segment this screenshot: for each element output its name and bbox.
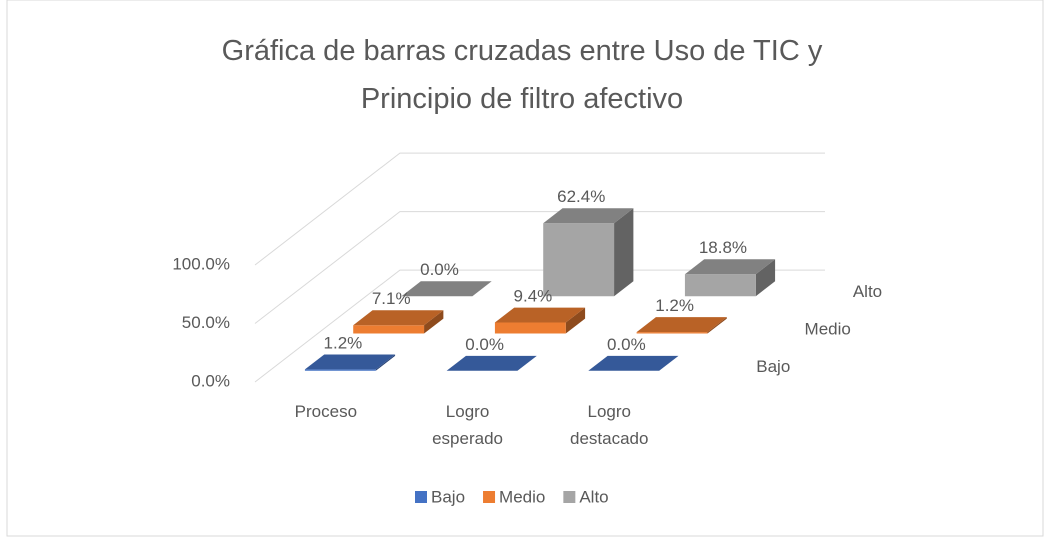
bar	[588, 355, 679, 371]
data-label: 18.8%	[699, 238, 747, 257]
legend-label: Medio	[499, 487, 545, 506]
legend-swatch	[563, 491, 576, 503]
data-label: 62.4%	[557, 187, 605, 206]
bar-front	[684, 274, 756, 297]
bar-top	[684, 259, 776, 275]
bar-top	[304, 354, 396, 370]
grid-line	[254, 152, 825, 266]
legend-label: Alto	[579, 487, 608, 506]
bar	[543, 208, 634, 297]
y-tick-label: 0.0%	[191, 371, 230, 390]
bar	[353, 310, 444, 334]
bar-top	[636, 317, 727, 333]
bar-front	[353, 325, 425, 334]
bar-top	[543, 208, 634, 224]
chart-title: Gráfica de barras cruzadas entre Uso de …	[222, 35, 823, 115]
x-tick-label: Logro destacado	[570, 402, 648, 448]
bar-top	[446, 355, 537, 371]
bar-top	[494, 307, 586, 323]
bar-side	[755, 259, 776, 297]
bar-top	[353, 310, 444, 326]
data-label: 1.2%	[324, 333, 363, 352]
depth-label: Medio	[805, 320, 851, 339]
depth-label: Alto	[853, 282, 882, 301]
x-tick-label: Proceso	[295, 402, 357, 421]
bar-side	[375, 354, 396, 371]
bar-side	[614, 208, 634, 297]
bar-side	[707, 317, 727, 334]
legend-swatch	[415, 491, 427, 503]
data-label: 0.0%	[465, 335, 504, 354]
bar-side	[424, 310, 444, 334]
grid-line	[254, 269, 825, 383]
bar	[304, 354, 396, 371]
bar-front	[543, 223, 615, 297]
bar-top	[588, 355, 679, 371]
x-tick-label: Logro esperado	[432, 402, 503, 448]
chart-frame	[6, 0, 1044, 537]
bar-top	[401, 281, 492, 297]
bar-side	[565, 307, 586, 334]
data-label: 0.0%	[420, 260, 459, 279]
bar	[401, 281, 492, 297]
bar	[494, 307, 586, 334]
data-label: 7.1%	[372, 289, 411, 308]
bar-front	[304, 369, 376, 371]
bar-front	[636, 332, 708, 334]
bar	[446, 355, 537, 371]
data-label: 0.0%	[607, 335, 646, 354]
bar	[684, 259, 776, 297]
bar-front	[494, 322, 566, 334]
data-label: 9.4%	[514, 287, 553, 306]
legend-swatch	[483, 491, 496, 503]
y-tick-label: 100.0%	[172, 254, 230, 273]
depth-label: Bajo	[756, 357, 790, 376]
data-label: 1.2%	[655, 296, 694, 315]
y-tick-label: 50.0%	[182, 313, 230, 332]
legend-label: Bajo	[431, 487, 465, 506]
bar	[636, 317, 727, 334]
grid-line	[254, 211, 825, 324]
